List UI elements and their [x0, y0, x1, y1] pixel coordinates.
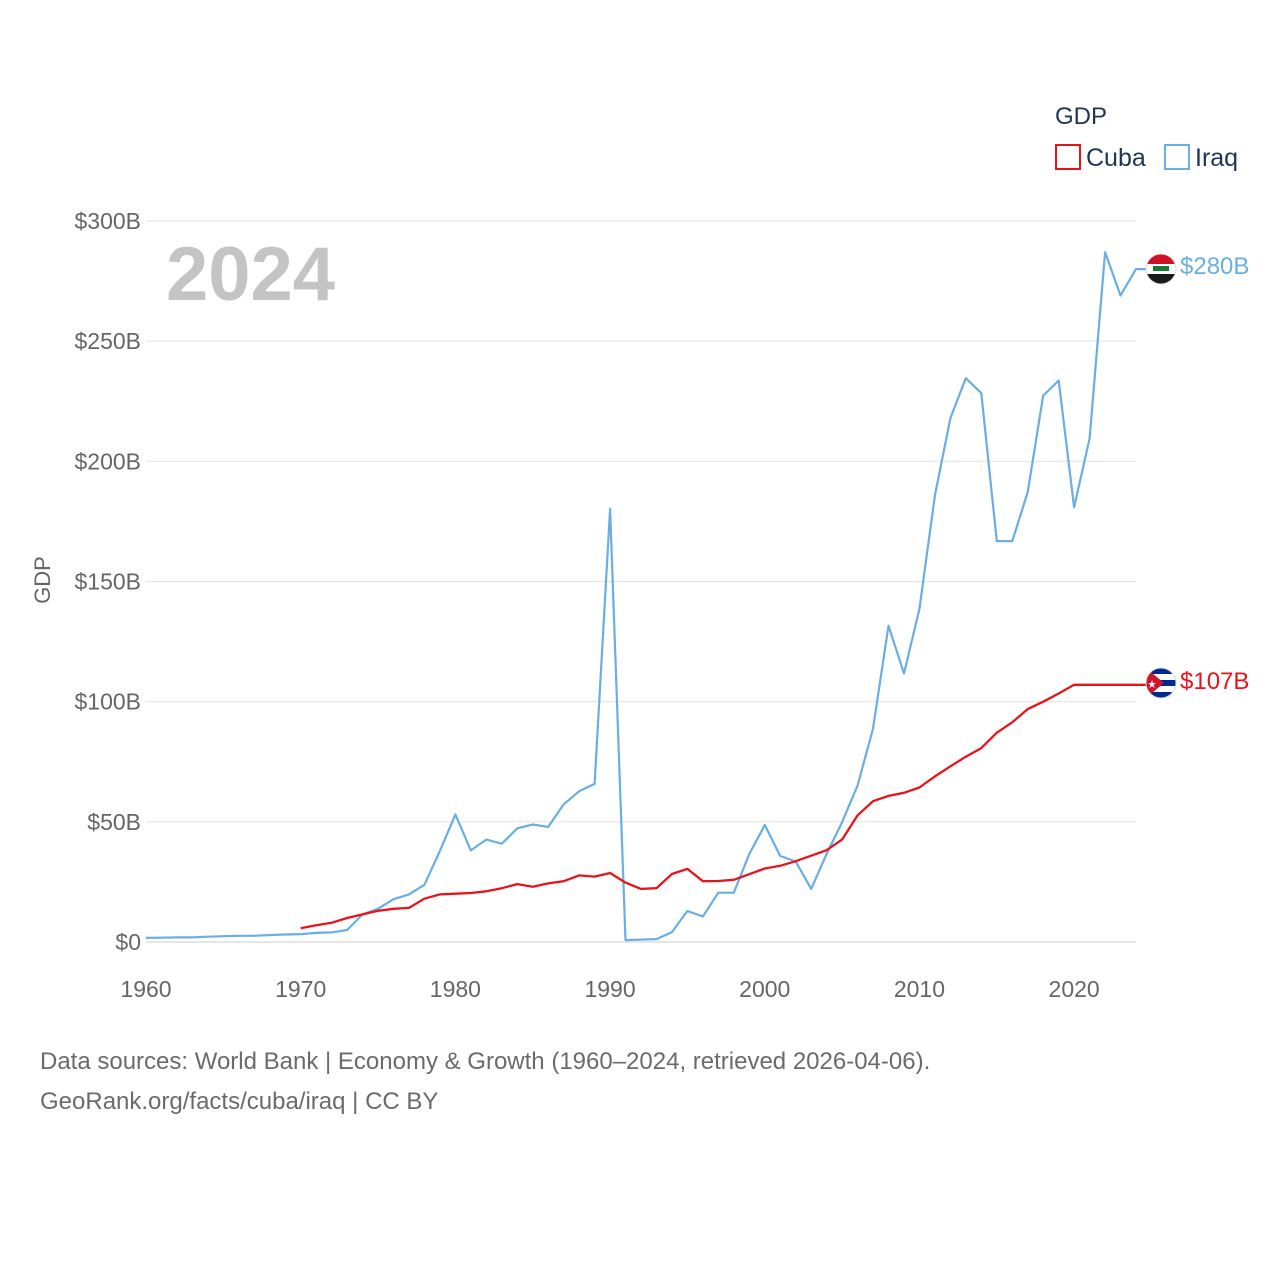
- iraq-end-label: $280B: [1180, 253, 1249, 280]
- y-axis-title: GDP: [30, 556, 55, 604]
- year-label: 2024: [166, 232, 335, 317]
- y-tick-label: $0: [115, 929, 141, 955]
- x-tick-label: 2000: [739, 976, 790, 1002]
- legend-item-cuba[interactable]: Cuba: [1055, 144, 1146, 172]
- x-tick-label: 1980: [430, 976, 481, 1002]
- y-tick-label: $150B: [74, 569, 141, 595]
- x-tick-label: 1990: [584, 976, 635, 1002]
- data-sources-text: Data sources: World Bank | Economy & Gro…: [40, 1048, 931, 1075]
- legend-swatch-cuba: [1055, 144, 1081, 170]
- gridlines: [146, 220, 1136, 943]
- legend-label-iraq: Iraq: [1195, 144, 1238, 172]
- legend-item-iraq[interactable]: Iraq: [1164, 144, 1238, 172]
- x-tick-label: 2010: [894, 976, 945, 1002]
- x-tick-label: 1960: [120, 976, 171, 1002]
- source-url-text[interactable]: GeoRank.org/facts/cuba/iraq | CC BY: [40, 1088, 439, 1115]
- cuba-flag-icon: [1146, 668, 1176, 698]
- x-tick-label: 2020: [1049, 976, 1100, 1002]
- series-line-cuba: [300, 683, 1146, 930]
- y-tick-label: $250B: [74, 328, 141, 354]
- legend-label-cuba: Cuba: [1086, 144, 1146, 172]
- legend-title: GDP: [1055, 103, 1107, 130]
- legend: GDP Cuba Iraq: [1055, 103, 1238, 172]
- y-axis-ticks: $0 $50B $100B $150B $200B $250B $300B: [74, 208, 141, 955]
- y-tick-label: $100B: [74, 689, 141, 715]
- line-chart: $0 $50B $100B $150B $200B $250B $300B 1960 1970…: [30, 103, 1249, 1002]
- cuba-end-label: $107B: [1180, 668, 1249, 695]
- iraq-flag-icon: [1146, 254, 1176, 284]
- y-tick-label: $50B: [87, 809, 141, 835]
- y-tick-label: $300B: [74, 208, 141, 234]
- footer: Data sources: World Bank | Economy & Gro…: [40, 1042, 930, 1122]
- y-tick-label: $200B: [74, 448, 141, 474]
- legend-swatch-iraq: [1164, 144, 1190, 170]
- x-tick-label: 1970: [275, 976, 326, 1002]
- x-axis-ticks: 1960 1970 1980 1990 2000 2010 2020: [120, 976, 1099, 1002]
- series-lines: [145, 251, 1146, 942]
- series-line-iraq: [145, 251, 1146, 942]
